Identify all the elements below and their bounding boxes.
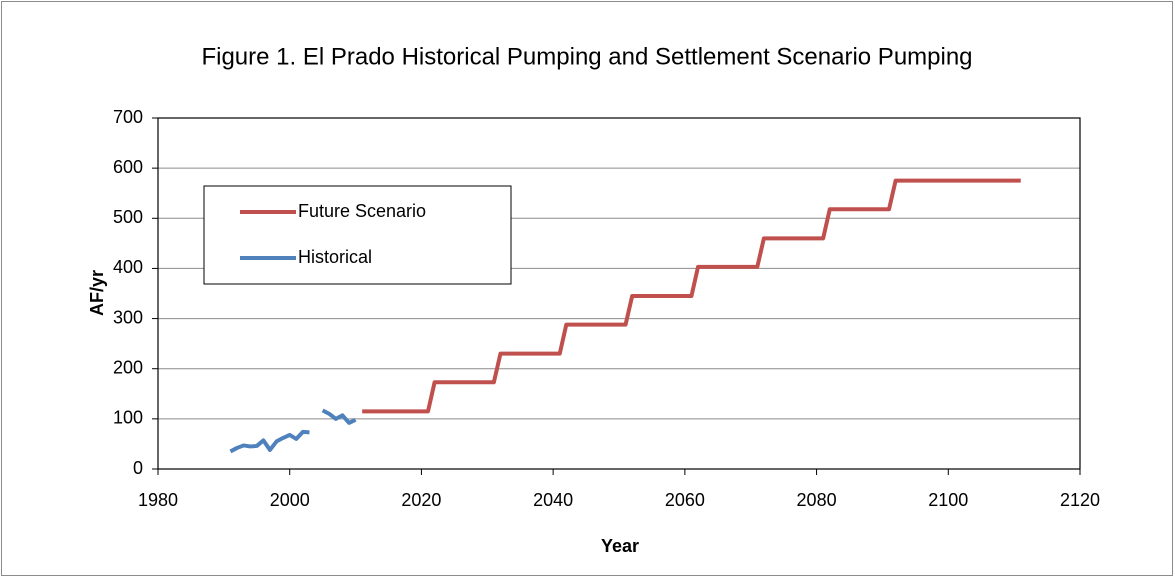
series-line	[362, 178, 1021, 414]
y-tick-label: 500	[113, 207, 143, 227]
legend-label: Historical	[298, 247, 372, 267]
series-line	[229, 408, 357, 454]
x-tick-label: 2100	[928, 490, 968, 510]
y-axis-label: AF/yr	[87, 270, 107, 316]
legend-box	[203, 185, 512, 285]
x-tick-label: 2000	[270, 490, 310, 510]
plot-area	[157, 117, 1081, 470]
legend-label: Future Scenario	[298, 201, 426, 221]
x-axis-label: Year	[601, 536, 639, 556]
y-tick-label: 200	[113, 357, 143, 377]
x-tick-label: 2020	[401, 490, 441, 510]
y-tick-label: 700	[113, 107, 143, 127]
y-tick-label: 0	[133, 458, 143, 478]
y-tick-label: 600	[113, 157, 143, 177]
x-tick-label: 1980	[138, 490, 178, 510]
chart-title: Figure 1. El Prado Historical Pumping an…	[201, 43, 972, 70]
y-tick-label: 100	[113, 408, 143, 428]
x-tick-label: 2060	[665, 490, 705, 510]
x-tick-label: 2120	[1060, 490, 1100, 510]
y-tick-label: 300	[113, 307, 143, 327]
x-tick-label: 2040	[533, 490, 573, 510]
x-tick-label: 2080	[797, 490, 837, 510]
y-tick-label: 400	[113, 257, 143, 277]
